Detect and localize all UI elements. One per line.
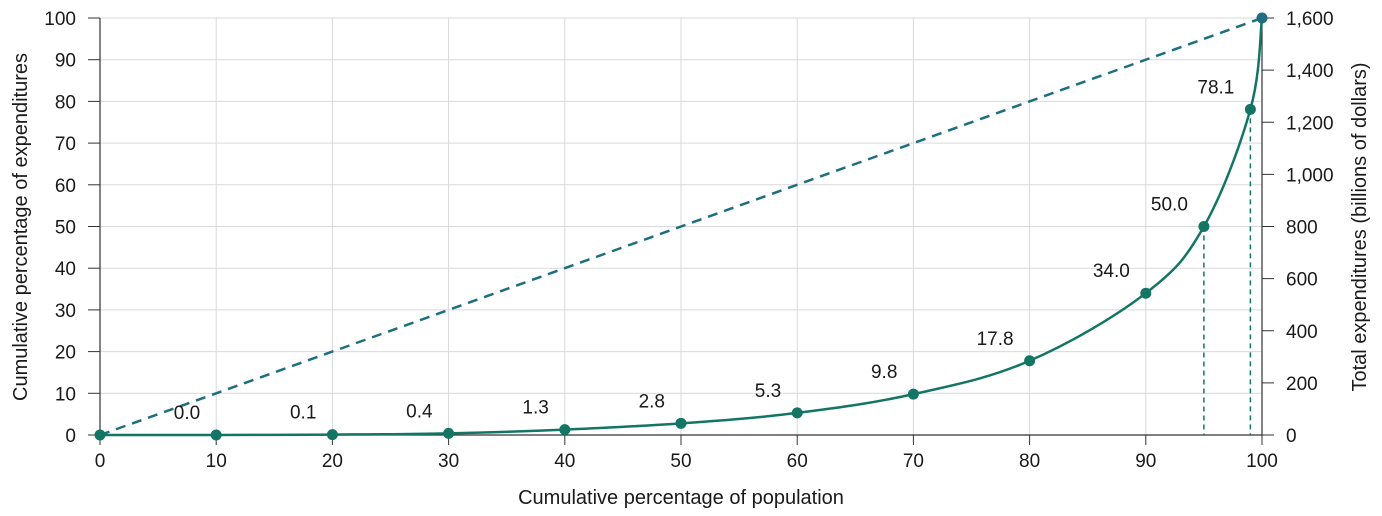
curve-point [1244,103,1256,115]
curve-point [791,407,803,419]
tick-labels: 0 10 20 30 40 50 60 70 80 90 100 0 10 20 30 40 50 60 70 80 9… [44,9,1333,472]
x-tick-label: 60 [787,451,808,472]
point-label: 1.3 [522,398,548,419]
curve-point [326,429,338,441]
point-label: 50.0 [1151,195,1188,216]
y-tick-label: 80 [55,92,76,113]
point-label: 5.3 [755,381,781,402]
point-label: 78.1 [1197,77,1234,98]
y2-tick-label: 200 [1286,374,1318,395]
point-label: 0.4 [406,401,433,422]
y-tick-label: 100 [44,9,76,30]
point-label: 34.0 [1093,261,1130,282]
x-tick-label: 100 [1246,451,1278,472]
point-label: 9.8 [871,362,897,383]
x-tick-label: 40 [554,451,575,472]
y-tick-label: 0 [65,426,76,447]
y-tick-label: 40 [55,259,76,280]
curve-point [559,424,571,436]
curve-point [210,429,222,441]
y2-tick-label: 800 [1286,218,1318,239]
y2-tick-label: 1,200 [1286,113,1334,134]
point-label: 17.8 [977,329,1014,350]
axes [88,17,1274,445]
curve-point [1024,355,1036,367]
curve-point [907,388,919,400]
curve-point [1140,287,1152,299]
x-tick-label: 90 [1135,451,1156,472]
x-tick-label: 20 [322,451,343,472]
y-tick-label: 20 [55,343,76,364]
y2-axis-title: Total expenditures (billions of dollars) [1349,62,1371,391]
y-tick-label: 70 [55,134,76,155]
curve-point [443,427,455,439]
x-axis-title: Cumulative percentage of population [518,487,844,509]
y2-tick-label: 1,600 [1286,9,1334,30]
x-tick-label: 80 [1019,451,1040,472]
x-tick-label: 30 [438,451,459,472]
grid [100,17,1263,435]
y2-tick-label: 400 [1286,322,1318,343]
curve-point [1198,221,1210,232]
y2-tick-label: 1,000 [1286,165,1334,186]
y-tick-label: 90 [55,51,76,72]
y-tick-label: 50 [55,218,76,239]
y-tick-label: 60 [55,176,76,197]
point-label: 0.0 [174,403,200,424]
curve-point [1256,12,1268,24]
y-tick-label: 30 [55,301,76,322]
data-labels: 0.0 0.1 0.4 1.3 2.8 5.3 9.8 17.8 34.0 50.0 78.1 [174,77,1235,424]
y-axis-title: Cumulative percentage of expenditures [10,53,32,401]
point-label: 0.1 [290,403,316,424]
y2-tick-label: 1,400 [1286,61,1334,82]
y2-tick-label: 0 [1286,426,1297,447]
curve-point [675,417,687,429]
point-label: 2.8 [639,391,665,412]
x-tick-label: 70 [903,451,924,472]
x-tick-label: 50 [670,451,691,472]
curve-point [94,429,106,441]
y2-tick-label: 600 [1286,270,1318,291]
x-tick-label: 10 [206,451,227,472]
x-tick-label: 0 [95,451,106,472]
equality-line [99,16,1263,437]
y-tick-label: 10 [55,384,76,405]
series-layer [94,12,1268,441]
